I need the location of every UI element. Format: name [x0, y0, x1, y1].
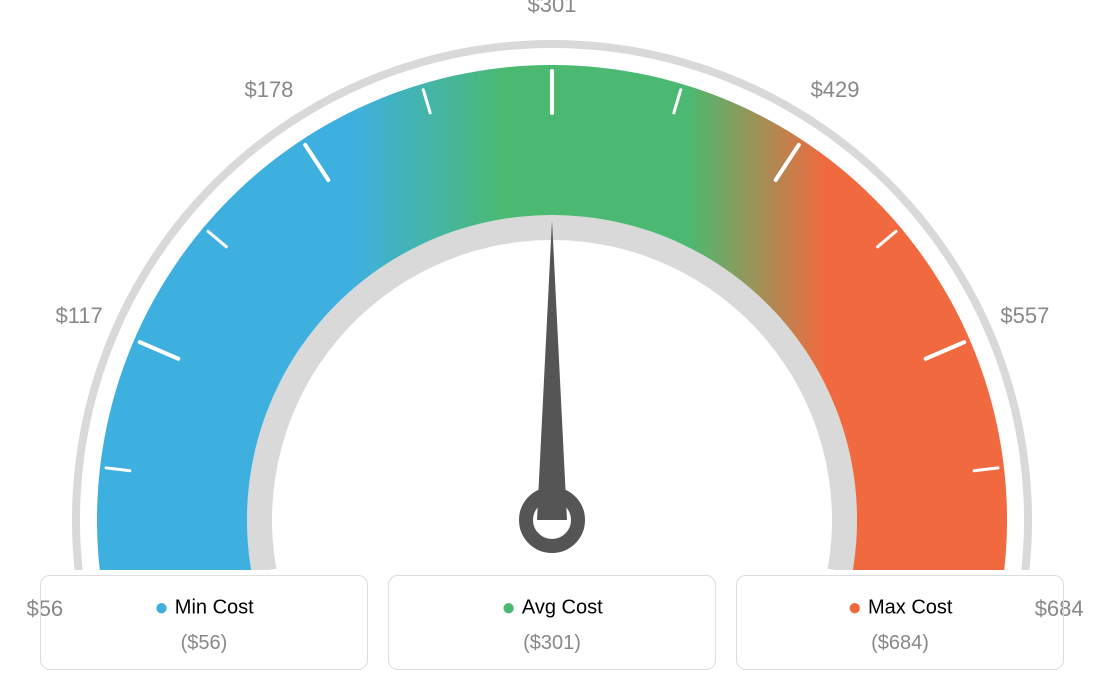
- legend-min-label: Min Cost: [175, 596, 254, 618]
- legend-avg-title: ● Avg Cost: [399, 594, 705, 622]
- dot-icon: ●: [154, 594, 169, 621]
- legend-avg-label: Avg Cost: [522, 596, 603, 618]
- dot-icon: ●: [501, 594, 516, 621]
- tick-label: $301: [528, 0, 577, 18]
- legend-avg: ● Avg Cost ($301): [388, 575, 716, 670]
- legend-max-value: ($684): [747, 632, 1053, 655]
- tick-label: $117: [55, 303, 102, 329]
- cost-gauge-chart: $56$117$178$301$429$557$684 ●Min Cost ($…: [0, 0, 1104, 690]
- tick-label: $557: [1000, 303, 1049, 329]
- dot-icon: ●: [848, 594, 863, 621]
- tick-label: $178: [244, 77, 293, 103]
- legend-min-title: ● Min Cost: [51, 594, 357, 622]
- legend-max-label: Max Cost: [868, 596, 952, 618]
- legend-min: ● Min Cost ($56): [40, 575, 368, 670]
- gauge-area: $56$117$178$301$429$557$684: [0, 0, 1104, 570]
- tick-label: $429: [811, 77, 860, 103]
- legend-avg-value: ($301): [399, 632, 705, 655]
- legend-min-value: ($56): [51, 632, 357, 655]
- gauge-svg: [0, 0, 1104, 570]
- legend-row: ●Min Cost ($56) ●Avg Cost ($301) ●Max Co…: [40, 575, 1064, 670]
- legend-max-title: ●Max Cost: [747, 594, 1053, 622]
- gauge-needle: [537, 220, 567, 520]
- legend-max: ●Max Cost ($684): [736, 575, 1064, 670]
